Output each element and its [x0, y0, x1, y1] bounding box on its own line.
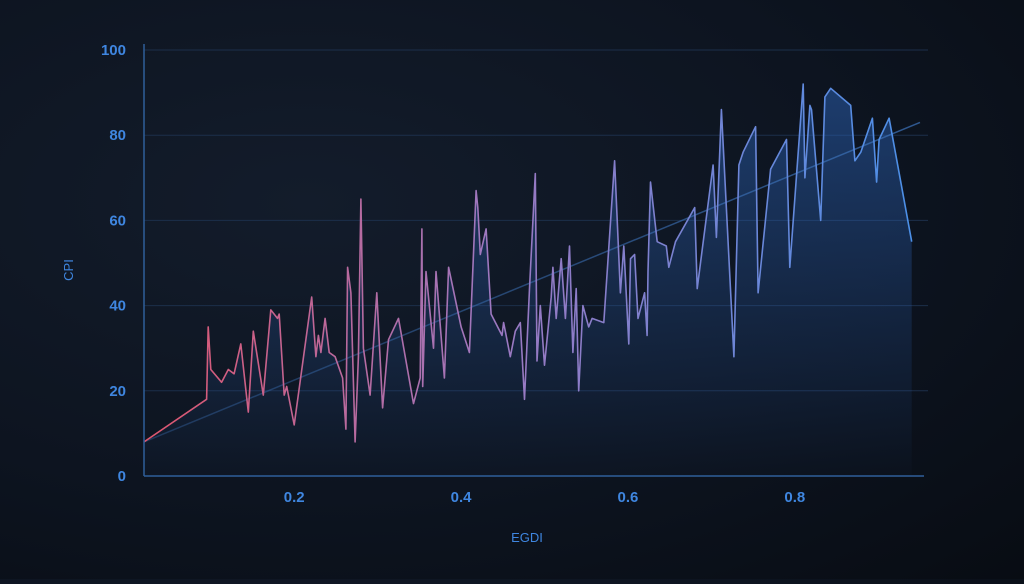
series-area [144, 84, 912, 476]
y-tick-label: 40 [109, 298, 126, 315]
tick-labels: 0.2 0.4 0.6 0.8 0 20 40 60 80 100 [101, 42, 805, 506]
series-line [143, 83, 913, 443]
x-axis-title: EGDI [511, 530, 543, 545]
axes [143, 44, 924, 477]
x-tick-label: 0.6 [618, 489, 639, 506]
y-tick-label: 0 [118, 468, 126, 485]
y-tick-label: 100 [101, 42, 126, 59]
y-tick-label: 20 [109, 383, 126, 400]
trendline [143, 121, 921, 443]
y-tick-label: 80 [109, 127, 126, 144]
x-tick-label: 0.2 [284, 489, 305, 506]
x-tick-label: 0.4 [451, 489, 473, 506]
x-tick-label: 0.8 [784, 489, 805, 506]
y-tick-label: 60 [109, 212, 126, 229]
y-axis-title: CPI [61, 259, 76, 281]
area-layer [143, 83, 921, 476]
